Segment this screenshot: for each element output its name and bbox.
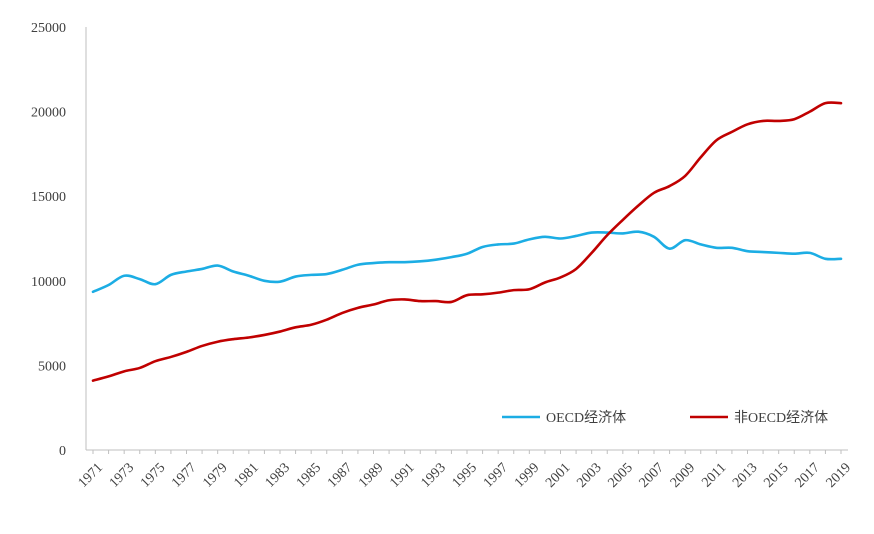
x-tick-label: 2009 (668, 460, 698, 490)
y-tick-label: 0 (59, 444, 66, 459)
x-tick-label: 2013 (730, 460, 760, 490)
x-tick-label: 1993 (418, 460, 448, 490)
x-axis-tick-labels: 1971 1973 1975 1977 1979 1981 1983 1985 1987 1989… (76, 460, 854, 490)
legend-label: 非OECD经济体 (734, 410, 828, 426)
x-tick-label: 1983 (263, 460, 293, 490)
y-tick-label: 10000 (31, 275, 66, 290)
x-tick-label: 1997 (481, 460, 511, 490)
x-tick-label: 2005 (605, 460, 635, 490)
x-tick-label: 1985 (294, 460, 324, 490)
x-tick-label: 2011 (699, 460, 729, 490)
series-line-1 (91, 101, 843, 382)
y-tick-label: 20000 (31, 106, 66, 121)
y-tick-label: 5000 (38, 359, 66, 374)
x-tick-label: 1975 (138, 460, 168, 490)
x-tick-label: 2003 (574, 460, 604, 490)
x-tick-label: 2017 (792, 460, 822, 490)
x-tick-label: 2015 (761, 460, 791, 490)
series-line-0 (91, 230, 843, 294)
x-tick-label: 1973 (107, 460, 137, 490)
x-tick-label: 1991 (387, 460, 417, 490)
x-tick-label: 1977 (169, 460, 199, 490)
x-tick-label: 2007 (637, 460, 667, 490)
x-tick-label: 1999 (512, 460, 542, 490)
y-axis-tick-labels: 0 5000 10000 15000 20000 25000 (31, 21, 66, 459)
x-tick-label: 1989 (356, 460, 386, 490)
x-axis-ticks (92, 450, 842, 454)
series-lines (91, 101, 843, 382)
chart-legend: OECD经济体 非OECD经济体 (502, 410, 828, 426)
y-tick-label: 15000 (31, 190, 66, 205)
x-tick-label: 1981 (231, 460, 261, 490)
legend-label: OECD经济体 (546, 410, 626, 426)
y-tick-label: 25000 (31, 21, 66, 36)
x-tick-label: 1995 (450, 460, 480, 490)
x-tick-label: 2001 (543, 460, 573, 490)
x-tick-label: 1987 (325, 460, 355, 490)
x-tick-label: 2019 (824, 460, 854, 490)
x-tick-label: 1979 (200, 460, 230, 490)
x-tick-label: 1971 (76, 460, 106, 490)
